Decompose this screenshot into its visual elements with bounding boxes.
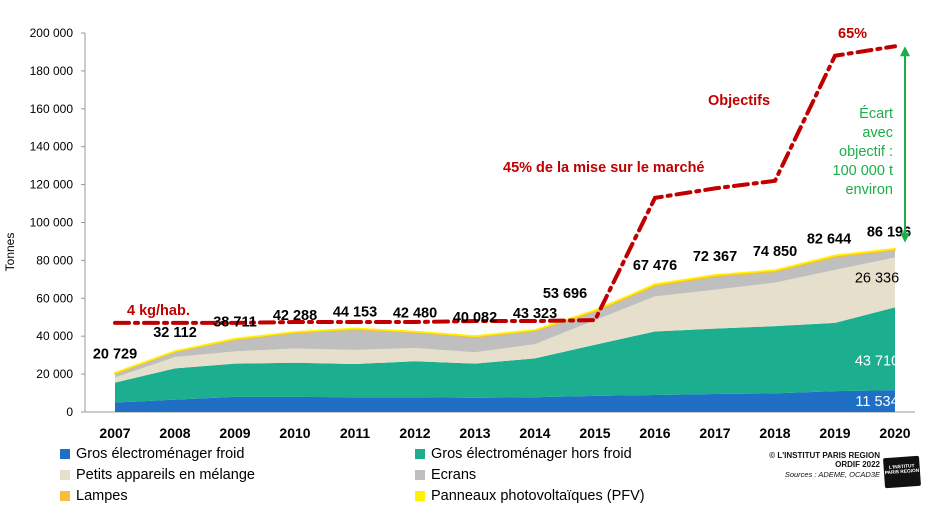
x-tick-label: 2007 xyxy=(99,425,130,441)
legend-item: Gros électroménager froid xyxy=(60,446,244,462)
y-axis-label: Tonnes xyxy=(3,233,17,272)
x-tick-label: 2013 xyxy=(459,425,490,441)
gap-annotation-line: Écart xyxy=(859,105,893,122)
total-label: 32 112 xyxy=(153,325,197,341)
legend-swatch xyxy=(60,449,70,459)
y-tick-label: 60 000 xyxy=(36,291,73,305)
gap-annotation-line: 100 000 t xyxy=(833,163,893,179)
y-tick-label: 40 000 xyxy=(36,329,73,343)
total-label: 44 153 xyxy=(333,304,377,320)
x-tick-label: 2020 xyxy=(879,425,910,441)
y-tick-label: 140 000 xyxy=(30,140,74,154)
y-tick-label: 20 000 xyxy=(36,367,73,381)
x-tick-label: 2014 xyxy=(519,425,550,441)
y-tick-label: 120 000 xyxy=(30,178,74,192)
legend-item: Gros électroménager hors froid xyxy=(415,446,632,462)
legend-label: Gros électroménager froid xyxy=(76,446,245,462)
logo-text: L'INSTITUT PARIS REGION xyxy=(884,464,920,477)
total-label: 82 644 xyxy=(807,231,851,247)
total-label: 67 476 xyxy=(633,258,677,274)
annotation-kg-hab: 4 kg/hab. xyxy=(127,303,190,319)
x-tick-label: 2010 xyxy=(279,425,310,441)
y-tick-label: 180 000 xyxy=(30,64,74,78)
x-tick-label: 2009 xyxy=(219,425,250,441)
total-label: 53 696 xyxy=(543,286,587,302)
legend-swatch xyxy=(415,470,425,480)
total-label: 43 323 xyxy=(513,306,557,322)
gap-annotation-line: environ xyxy=(845,182,893,198)
annotation-65pct: 65% xyxy=(838,26,867,42)
legend-swatch xyxy=(415,449,425,459)
credit-sources: Sources : ADEME, OCAD3E xyxy=(784,470,880,479)
x-tick-label: 2008 xyxy=(159,425,190,441)
legend-label: Gros électroménager hors froid xyxy=(431,446,632,462)
y-tick-label: 160 000 xyxy=(30,102,74,116)
y-tick-label: 100 000 xyxy=(30,216,74,230)
y-tick-label: 0 xyxy=(66,405,73,419)
credit-line-2: ORDIF 2022 xyxy=(835,460,880,469)
annotation-objectifs: Objectifs xyxy=(708,93,770,109)
legend-label: Panneaux photovoltaïques (PFV) xyxy=(431,488,645,504)
annotation-45pct: 45% de la mise sur le marché xyxy=(503,160,705,176)
credit-block: © L'INSTITUT PARIS REGION ORDIF 2022 Sou… xyxy=(728,451,928,489)
x-tick-label: 2018 xyxy=(759,425,790,441)
gap-annotation-line: objectif : xyxy=(839,144,893,160)
legend-item: Ecrans xyxy=(415,467,476,483)
legend-item: Petits appareils en mélange xyxy=(60,467,255,483)
segment-label: 11 534 xyxy=(855,394,898,410)
x-tick-label: 2012 xyxy=(399,425,430,441)
area-petits-appareils-en-melange xyxy=(115,257,895,383)
x-tick-label: 2016 xyxy=(639,425,670,441)
area-ecrans xyxy=(115,250,895,378)
gap-arrow-head-up xyxy=(900,46,910,57)
total-label: 74 850 xyxy=(753,244,797,260)
institut-logo: L'INSTITUT PARIS REGION xyxy=(882,455,922,489)
total-label: 40 082 xyxy=(453,310,497,326)
total-label: 42 288 xyxy=(273,308,317,324)
total-label: 42 480 xyxy=(393,306,437,322)
x-tick-label: 2019 xyxy=(819,425,850,441)
legend-swatch xyxy=(60,470,70,480)
segment-label: 43 710 xyxy=(855,353,899,369)
legend-label: Petits appareils en mélange xyxy=(76,467,255,483)
x-tick-label: 2015 xyxy=(579,425,610,441)
y-tick-label: 80 000 xyxy=(36,253,73,267)
legend-item: Lampes xyxy=(60,488,128,504)
legend-swatch xyxy=(415,491,425,501)
gap-arrow-head-down xyxy=(900,232,910,243)
x-tick-label: 2017 xyxy=(699,425,730,441)
x-tick-label: 2011 xyxy=(340,425,371,441)
segment-label: 26 336 xyxy=(855,270,899,286)
total-label: 86 196 xyxy=(867,225,911,241)
area-gros-electromenager-froid xyxy=(115,390,895,412)
objective-line xyxy=(113,44,897,325)
credit-line-1: © L'INSTITUT PARIS REGION xyxy=(769,451,880,460)
gap-annotation-line: avec xyxy=(862,125,893,141)
total-label: 72 367 xyxy=(693,249,737,265)
legend-label: Ecrans xyxy=(431,467,477,483)
area-gros-electromenager-hors-froid xyxy=(115,307,895,403)
total-label: 38 711 xyxy=(213,315,257,331)
legend-swatch xyxy=(60,491,70,501)
area-panneaux-photovoltaiques-pfv xyxy=(114,247,896,374)
legend-item: Panneaux photovoltaïques (PFV) xyxy=(415,488,645,504)
legend-label: Lampes xyxy=(76,488,128,504)
y-tick-label: 200 000 xyxy=(30,26,74,40)
total-label: 20 729 xyxy=(93,347,137,363)
